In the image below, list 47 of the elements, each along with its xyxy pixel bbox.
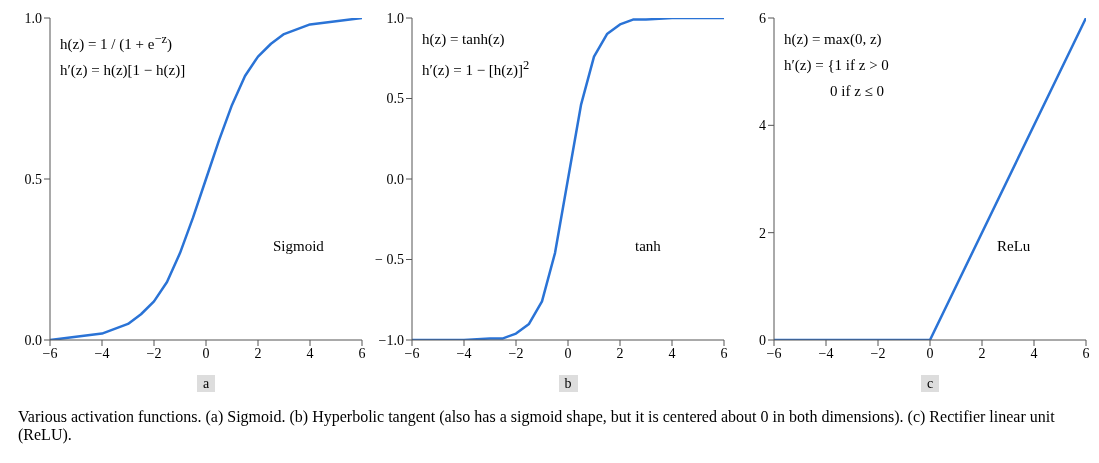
annotation: 0 if z ≤ 0 [829,82,886,101]
x-tick-label: −4 [456,345,472,361]
x-tick-label: 0 [564,345,572,361]
y-tick-label: 0.0 [24,332,42,348]
y-tick-label: 0.0 [386,171,404,187]
y-tick-label: 1.0 [386,10,404,26]
x-tick-label: −4 [818,345,834,361]
x-tick-label: 4 [1030,345,1038,361]
y-tick-label: 0.5 [386,91,404,107]
x-tick-label: −6 [766,345,782,361]
y-tick-label: 6 [759,10,766,26]
x-axis-title: a [196,375,216,392]
x-tick-label: −6 [42,345,58,361]
annotation: tanh [635,238,661,255]
x-tick-label: 4 [668,345,676,361]
x-tick-label: 2 [616,345,624,361]
x-tick-label: 0 [926,345,934,361]
annotation: h′(z) = h(z)[1 − h(z)] [60,61,186,80]
annotation: h(z) = tanh(z) [422,30,506,49]
x-tick-label: −6 [404,345,420,361]
annotation: ReLu [997,238,1031,255]
y-tick-label: 0.5 [24,171,42,187]
annotation: h′(z) = {1 if z > 0 [784,56,889,75]
y-tick-label: − 0.5 [375,252,404,268]
x-tick-label: −2 [870,345,886,361]
x-axis-title: b [558,375,578,392]
x-tick-label: 6 [1082,345,1090,361]
y-tick-label: 1.0 [24,10,42,26]
x-tick-label: 4 [306,345,314,361]
x-tick-label: −2 [508,345,524,361]
x-tick-label: 6 [358,345,366,361]
annotation: h(z) = 1 / (1 + e$^{−z}$) [60,31,173,54]
y-tick-label: −1.0 [378,332,404,348]
x-tick-label: −4 [94,345,110,361]
y-tick-label: 2 [759,225,766,241]
x-tick-label: 2 [978,345,986,361]
x-tick-label: 2 [254,345,262,361]
text: Various activation functions. (a) Sigmoid. (b) Hyperbolic tangent (also has a sigmoid shape, but it is centered about 0 in both dimensions). (c) Rectifier linear unit (ReLU). [17,408,1056,444]
annotation: h′(z) = 1 − [h(z)]$^{2}$ [422,57,530,80]
x-tick-label: 0 [202,345,210,361]
x-tick-label: 6 [720,345,728,361]
annotation: h(z) = max(0, z) [784,30,883,49]
y-tick-label: 0 [759,332,766,348]
y-tick-label: 4 [759,118,766,134]
x-axis-title: c [920,375,940,392]
x-tick-label: −2 [146,345,162,361]
annotation: Sigmoid [273,238,324,255]
